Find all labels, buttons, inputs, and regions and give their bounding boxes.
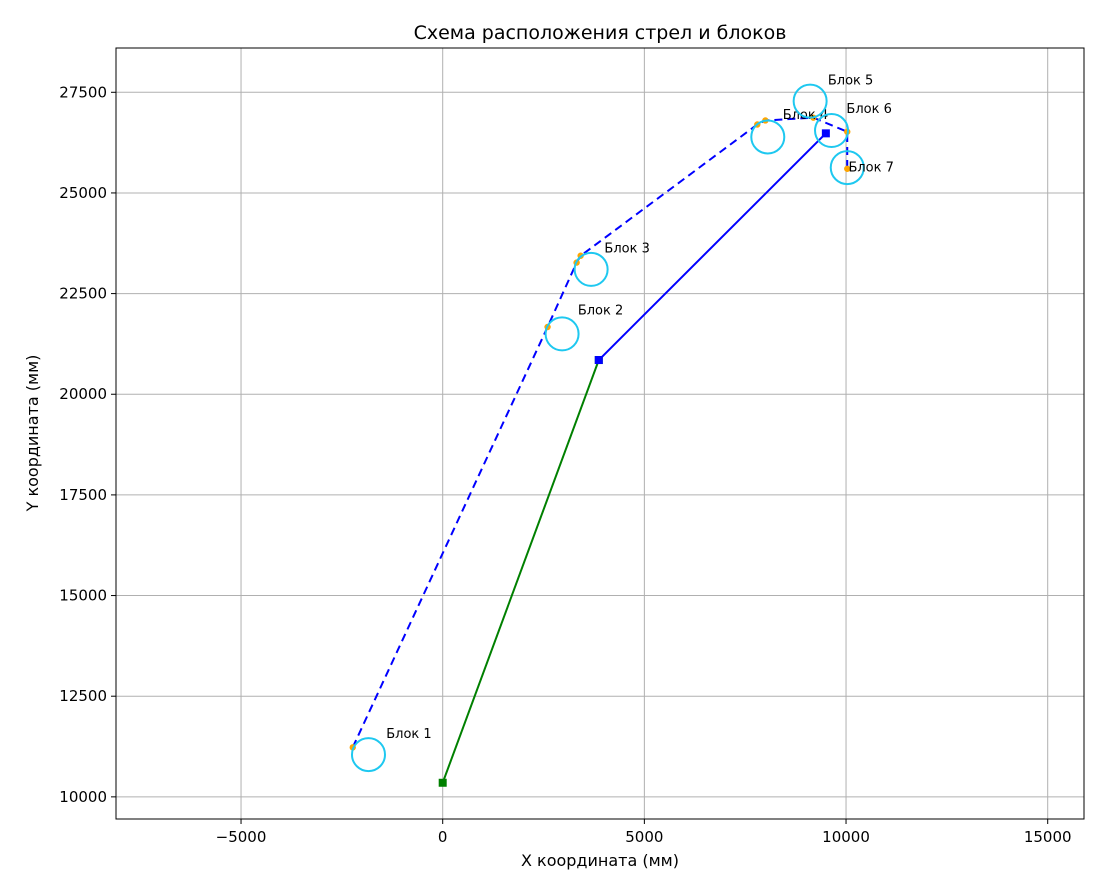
block-label: Блок 2 xyxy=(578,304,623,319)
axis-ticks: −5000 0 5000 10000 15000 10000 12500 15000 17500… xyxy=(59,83,1071,846)
block-circle xyxy=(814,113,850,149)
x-tick-label: 15000 xyxy=(1024,828,1072,846)
plot-background xyxy=(116,48,1084,819)
block-label: Блок 5 xyxy=(828,74,873,89)
grid-lines xyxy=(116,48,1084,819)
y-tick-label: 17500 xyxy=(59,486,107,504)
x-axis-label: X координата (мм) xyxy=(521,851,679,870)
y-tick-label: 10000 xyxy=(59,788,107,806)
boom-joint-marker xyxy=(438,778,447,787)
x-tick-label: 0 xyxy=(438,828,448,846)
boom-joint-marker xyxy=(594,356,603,365)
x-tick-label: 10000 xyxy=(822,828,870,846)
plot-area: −5000 0 5000 10000 15000 10000 12500 15000 17500… xyxy=(59,47,1085,846)
chart-title: Схема расположения стрел и блоков xyxy=(414,22,787,44)
x-tick-label: 5000 xyxy=(625,828,663,846)
y-tick-label: 27500 xyxy=(59,83,107,101)
block-circle xyxy=(792,83,828,119)
boom-segment-line xyxy=(441,359,600,784)
boom-joint-marker xyxy=(821,129,830,138)
block-circle xyxy=(750,119,786,155)
y-tick-label: 22500 xyxy=(59,285,107,303)
block-label: Блок 6 xyxy=(846,102,891,117)
boom-segment-line xyxy=(598,132,827,361)
block-label: Блок 4 xyxy=(783,108,828,123)
rope-path-line xyxy=(351,116,849,748)
block-label: Блок 1 xyxy=(386,727,431,742)
block-circle xyxy=(544,316,580,352)
block-circle xyxy=(350,737,386,773)
y-tick-label: 25000 xyxy=(59,184,107,202)
block-label: Блок 3 xyxy=(604,242,649,257)
y-axis-label: Y координата (мм) xyxy=(23,355,42,513)
series-layer xyxy=(349,114,851,787)
block-label: Блок 7 xyxy=(848,161,893,176)
y-tick-label: 20000 xyxy=(59,385,107,403)
block-circle xyxy=(573,251,609,287)
x-tick-label: −5000 xyxy=(216,828,267,846)
blocks-layer: Блок 1 Блок 2 Блок 3 Блок 4 Блок 5 Блок 6 Блок… xyxy=(350,74,894,773)
y-tick-label: 12500 xyxy=(59,687,107,705)
y-tick-label: 15000 xyxy=(59,587,107,605)
contact-point-marker xyxy=(844,165,851,172)
plot-frame xyxy=(115,47,1085,820)
block-circle xyxy=(829,150,865,186)
